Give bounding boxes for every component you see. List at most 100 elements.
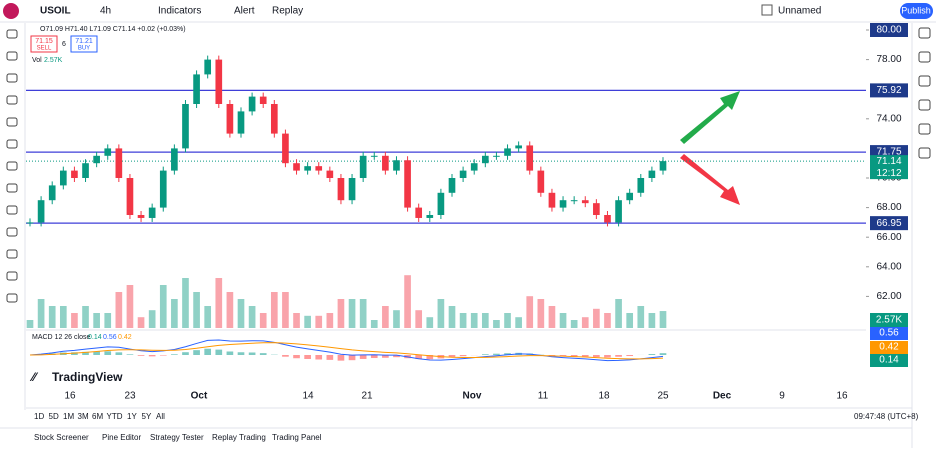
volume-label: 2.57K bbox=[876, 315, 902, 326]
volume-bar bbox=[282, 292, 289, 328]
sell-price: 71.15 bbox=[35, 38, 53, 45]
candle bbox=[649, 171, 656, 178]
x-label: Oct bbox=[191, 391, 208, 402]
volume-bar bbox=[193, 292, 200, 328]
timeframe[interactable]: YTD bbox=[107, 412, 123, 421]
panel-icon[interactable] bbox=[919, 124, 930, 134]
publish-label[interactable]: Publish bbox=[901, 5, 931, 15]
macd-histogram bbox=[615, 355, 622, 357]
timeframe[interactable]: 1D bbox=[34, 412, 44, 421]
candle bbox=[637, 178, 644, 193]
candle bbox=[604, 215, 611, 222]
volume-bar bbox=[149, 310, 156, 328]
macd-value: 0.56 bbox=[103, 334, 117, 341]
signal-value: 0.42 bbox=[118, 334, 132, 341]
alert[interactable]: Alert bbox=[234, 6, 255, 17]
x-label: 18 bbox=[598, 391, 610, 402]
volume-bar bbox=[415, 310, 422, 328]
last-price-label: 71.14 bbox=[876, 156, 901, 167]
price-tick-label: 62.00 bbox=[876, 291, 901, 302]
macd-histogram bbox=[138, 355, 145, 356]
candle bbox=[438, 193, 445, 215]
macd-axis-label: 0.42 bbox=[879, 342, 899, 353]
clock: 09:47:48 (UTC+8) bbox=[854, 412, 919, 421]
panel-icon[interactable] bbox=[919, 100, 930, 110]
timeframe[interactable]: 6M bbox=[92, 412, 103, 421]
candle bbox=[249, 97, 256, 112]
replay[interactable]: Replay bbox=[272, 6, 303, 17]
volume-bar bbox=[93, 313, 100, 328]
panel-icon[interactable] bbox=[919, 148, 930, 158]
interval[interactable]: 4h bbox=[100, 6, 111, 17]
volume-bar bbox=[538, 299, 545, 328]
macd-histogram bbox=[104, 351, 111, 355]
level-label: 75.92 bbox=[876, 85, 901, 96]
macd-histogram bbox=[215, 350, 222, 355]
price-tick-label: 66.00 bbox=[876, 232, 901, 243]
volume-bar bbox=[249, 306, 256, 328]
volume-bar bbox=[404, 275, 411, 328]
candle bbox=[282, 134, 289, 164]
bottom-tab[interactable]: Strategy Tester bbox=[150, 433, 204, 442]
volume-bar bbox=[482, 313, 489, 328]
bottom-tab[interactable]: Pine Editor bbox=[102, 433, 141, 442]
volume-bar bbox=[160, 285, 167, 328]
timeframe[interactable]: 1M bbox=[63, 412, 74, 421]
candle bbox=[82, 163, 89, 178]
candle bbox=[460, 171, 467, 178]
volume-bar bbox=[349, 299, 356, 328]
volume-bar bbox=[116, 292, 123, 328]
candle bbox=[626, 193, 633, 200]
volume-bar bbox=[393, 310, 400, 328]
candle bbox=[582, 200, 589, 203]
volume-bar bbox=[560, 313, 567, 328]
candle bbox=[127, 178, 134, 215]
macd-histogram bbox=[460, 355, 467, 356]
bottom-tab[interactable]: Stock Screener bbox=[34, 433, 89, 442]
timeframe[interactable]: 5D bbox=[49, 412, 59, 421]
candle bbox=[415, 208, 422, 218]
panel-icon[interactable] bbox=[919, 52, 930, 62]
logo: TradingView bbox=[52, 370, 123, 384]
x-label: 21 bbox=[361, 391, 373, 402]
macd-histogram bbox=[227, 352, 234, 355]
macd-histogram bbox=[371, 355, 378, 358]
panel-icon[interactable] bbox=[919, 76, 930, 86]
macd-histogram bbox=[304, 355, 311, 359]
volume-bar bbox=[171, 299, 178, 328]
timeframe[interactable]: 5Y bbox=[142, 412, 152, 421]
macd-histogram bbox=[160, 355, 167, 356]
timeframe[interactable]: 1Y bbox=[127, 412, 137, 421]
avatar[interactable] bbox=[3, 3, 19, 19]
candle bbox=[515, 145, 522, 148]
volume-bar bbox=[327, 313, 334, 328]
volume-bar bbox=[38, 299, 45, 328]
macd-histogram bbox=[482, 354, 489, 355]
candle bbox=[504, 148, 511, 155]
bottom-tab[interactable]: Trading Panel bbox=[272, 433, 322, 442]
indicators[interactable]: Indicators bbox=[158, 6, 201, 17]
candle bbox=[327, 171, 334, 178]
candle bbox=[382, 156, 389, 171]
candle bbox=[471, 163, 478, 170]
x-label: 25 bbox=[657, 391, 669, 402]
candle bbox=[171, 148, 178, 170]
candle bbox=[560, 200, 567, 207]
candle bbox=[193, 74, 200, 104]
volume-bar bbox=[315, 316, 322, 328]
symbol[interactable]: USOIL bbox=[40, 6, 71, 17]
candle bbox=[271, 104, 278, 134]
panel-icon[interactable] bbox=[919, 28, 930, 38]
candle bbox=[160, 171, 167, 208]
candle bbox=[238, 111, 245, 133]
x-label: Dec bbox=[713, 391, 732, 402]
macd-hist-value: 0.14 bbox=[88, 334, 102, 341]
bottom-tab[interactable]: Replay Trading bbox=[212, 433, 266, 442]
candle bbox=[571, 200, 578, 201]
timeframe[interactable]: 3M bbox=[78, 412, 89, 421]
buy-price: 71.21 bbox=[75, 38, 93, 45]
layout-name[interactable]: Unnamed bbox=[778, 6, 821, 17]
candle bbox=[27, 222, 34, 223]
volume-bar bbox=[371, 320, 378, 328]
timeframe[interactable]: All bbox=[156, 412, 165, 421]
